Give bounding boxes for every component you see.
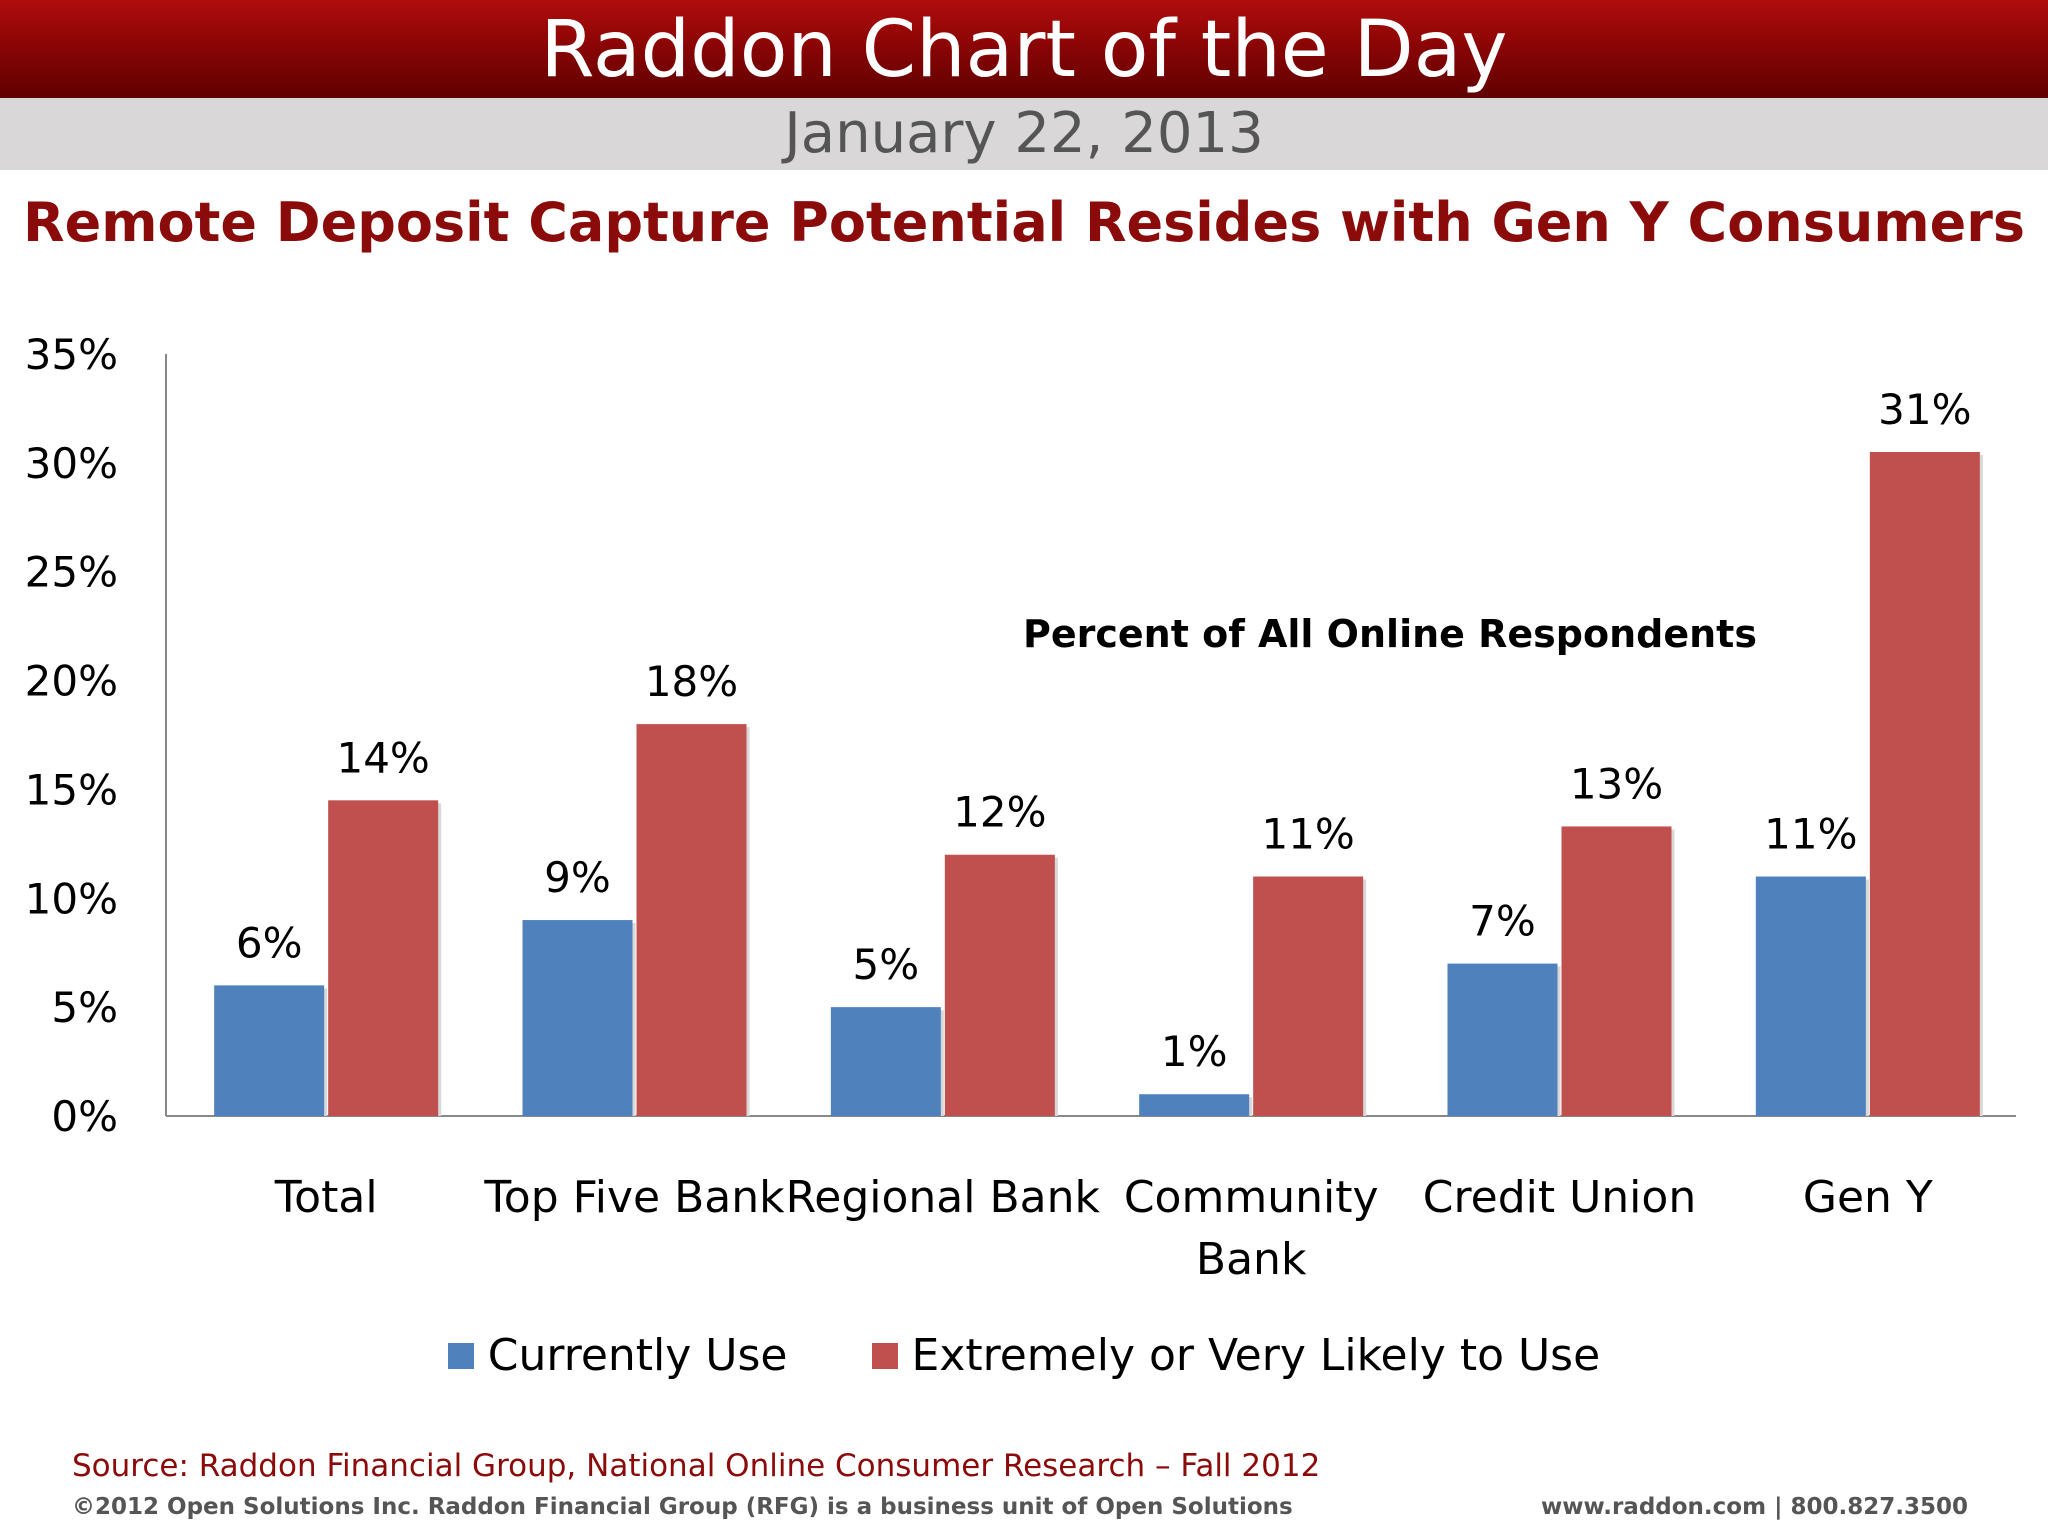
- y-tick-label: 15%: [25, 765, 118, 814]
- legend-swatch-red: [871, 1342, 898, 1369]
- bar-currently-use: [1139, 1094, 1250, 1116]
- y-tick-label: 10%: [25, 874, 118, 923]
- chart-legend: Currently Use Extremely or Very Likely t…: [0, 1330, 2048, 1381]
- bar-currently-use: [522, 920, 633, 1116]
- bar-currently-use: [214, 985, 325, 1116]
- data-label: 11%: [1261, 810, 1354, 859]
- bar-likely-to-use: [1561, 826, 1672, 1116]
- x-tick-label: Bank: [1196, 1234, 1307, 1285]
- y-tick-label: 0%: [51, 1092, 118, 1141]
- bar-likely-to-use: [328, 800, 439, 1116]
- contact-info: www.raddon.com | 800.827.3500: [1540, 1494, 1968, 1520]
- y-tick-label: 25%: [25, 548, 118, 597]
- x-tick-label: Regional Bank: [786, 1172, 1101, 1223]
- y-tick-label: 30%: [25, 439, 118, 488]
- chart-headline: Remote Deposit Capture Potential Resides…: [23, 191, 2025, 254]
- data-label: 14%: [336, 733, 429, 782]
- page-title: Raddon Chart of the Day: [540, 5, 1508, 95]
- legend-swatch-blue: [447, 1342, 474, 1369]
- x-tick-label: Community: [1124, 1172, 1379, 1223]
- bar-likely-to-use: [944, 854, 1055, 1116]
- data-label: 5%: [853, 940, 920, 989]
- data-label: 13%: [1570, 759, 1663, 808]
- x-tick-label: Top Five Bank: [483, 1172, 785, 1223]
- bar-currently-use: [1755, 876, 1866, 1116]
- legend-label: Extremely or Very Likely to Use: [911, 1330, 1601, 1381]
- bar-currently-use: [1447, 963, 1558, 1116]
- x-tick-label: Gen Y: [1803, 1172, 1933, 1223]
- data-label: 7%: [1469, 897, 1536, 946]
- chart-annotation: Percent of All Online Respondents: [1023, 612, 1757, 656]
- data-label: 18%: [645, 657, 738, 706]
- date-band: [0, 98, 2048, 170]
- y-tick-label: 20%: [25, 657, 118, 706]
- y-tick-label: 5%: [51, 983, 118, 1032]
- y-tick-label: 35%: [25, 330, 118, 379]
- header-band: [0, 0, 2048, 98]
- bar-likely-to-use: [1253, 876, 1364, 1116]
- data-label: 9%: [544, 853, 611, 902]
- data-label: 31%: [1878, 385, 1971, 434]
- data-label: 6%: [236, 918, 303, 967]
- data-label: 11%: [1764, 810, 1857, 859]
- bar-chart: 0% 5% 10% 15% 20% 25% 30% 35% 6% 14% Total 9% 18% Top…: [25, 330, 2016, 1285]
- legend-label: Currently Use: [487, 1330, 788, 1381]
- copyright-note: ©2012 Open Solutions Inc. Raddon Financi…: [72, 1494, 1293, 1520]
- x-tick-label: Credit Union: [1423, 1172, 1696, 1223]
- date-text: January 22, 2013: [784, 101, 1264, 166]
- bar-likely-to-use: [636, 724, 747, 1116]
- x-tick-label: Total: [274, 1172, 378, 1223]
- bar-likely-to-use: [1869, 451, 1980, 1116]
- data-label: 12%: [953, 788, 1046, 837]
- data-label: 1%: [1161, 1027, 1228, 1076]
- legend-item-likely-to-use: Extremely or Very Likely to Use: [871, 1330, 1601, 1381]
- bar-currently-use: [830, 1007, 941, 1116]
- source-note: Source: Raddon Financial Group, National…: [72, 1448, 1321, 1484]
- legend-item-currently-use: Currently Use: [447, 1330, 788, 1381]
